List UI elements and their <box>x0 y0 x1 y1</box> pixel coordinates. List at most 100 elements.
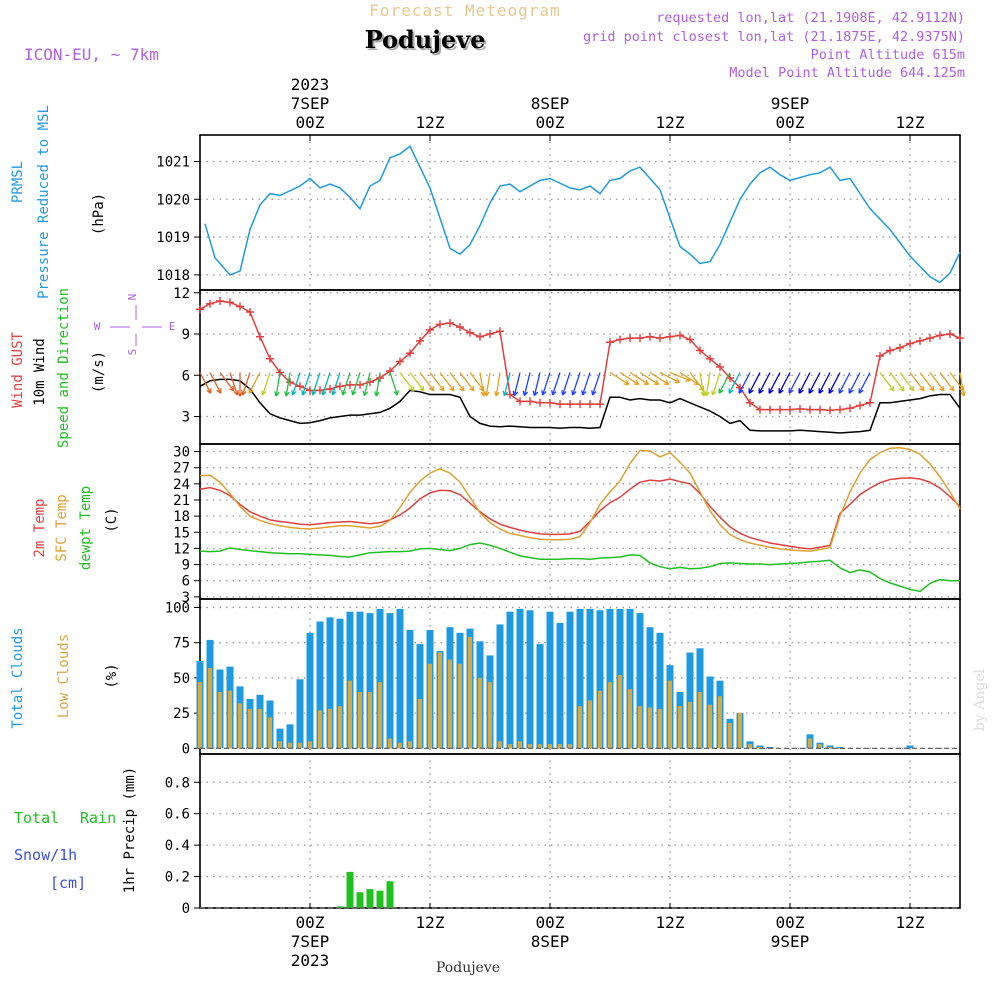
wind-direction-arrow <box>341 372 351 396</box>
gust-point <box>266 354 274 363</box>
wind-direction-arrow <box>808 372 821 394</box>
total_clouds-bar <box>306 632 314 749</box>
grid-point-coords: grid point closest lon,lat (21.1875E, 42… <box>583 29 965 45</box>
gust-point <box>546 398 554 407</box>
gust-point <box>646 332 654 341</box>
total_clouds-bar <box>656 632 664 749</box>
wind-direction-arrow <box>571 372 581 396</box>
plot-layer: 1018101910201021369123691215182124273002… <box>156 134 966 917</box>
total_clouds-bar <box>296 679 304 749</box>
clouds-panel: 0 25 50 75 100 <box>165 598 961 757</box>
gust-point <box>766 405 774 414</box>
low_clouds-bar <box>508 744 512 749</box>
low_clouds-bar <box>488 682 492 749</box>
gust-point <box>236 302 244 311</box>
low_clouds-bar <box>398 742 402 749</box>
precip-bar <box>336 906 344 908</box>
low_clouds-bar <box>818 744 822 749</box>
gust-point <box>896 343 904 352</box>
precip-ytick-label: 0.8 <box>165 775 190 791</box>
total_clouds-bar <box>496 624 504 749</box>
temperature-ytick-label: 6 <box>182 574 190 590</box>
total_clouds-bar <box>506 611 514 749</box>
location-title-shadow: Podujeve <box>367 27 488 56</box>
low_clouds-bar <box>258 708 262 749</box>
gust-point <box>796 404 804 413</box>
time-axis-label: 2023 <box>291 75 330 94</box>
gust-point <box>396 357 404 366</box>
pressure-labels: PRMSL Pressure Reduced to MSL (hPa) <box>10 105 107 299</box>
gust-point <box>876 352 884 360</box>
gust-point <box>416 336 424 345</box>
wind-dir-label: Speed and Direction <box>56 288 72 448</box>
wind-direction-arrow <box>229 372 239 396</box>
gust-point <box>246 308 254 316</box>
gust-point <box>256 332 264 341</box>
time-axis-label: 12Z <box>656 113 685 132</box>
low_clouds-bar <box>528 744 532 749</box>
time-axis-label: 8SEP <box>531 94 570 113</box>
gust-point <box>406 349 414 358</box>
low_clouds-bar <box>438 652 442 749</box>
dewpt-label: dewpt Temp <box>78 486 94 570</box>
gust-point <box>806 405 814 414</box>
low_clouds-bar <box>698 692 702 749</box>
pressure-ytick-label: 1020 <box>156 192 190 208</box>
wind-direction-arrow <box>738 372 751 394</box>
wind-direction-arrow <box>494 372 501 397</box>
gust-point <box>536 398 544 407</box>
low_clouds-bar <box>728 723 732 749</box>
gust-point <box>456 323 464 332</box>
wind-direction-arrow <box>311 372 321 396</box>
temp2m-line <box>199 477 961 550</box>
low_clouds-bar <box>708 704 712 749</box>
time-axis-label: 7SEP <box>291 94 330 113</box>
wind-direction-arrow <box>351 372 361 396</box>
gust-point <box>856 401 864 410</box>
gust-point <box>566 400 574 409</box>
gust-point <box>836 405 844 414</box>
wind-direction-arrow <box>261 372 271 396</box>
gust-point <box>666 332 674 341</box>
wind-direction-arrow <box>502 372 511 397</box>
total_clouds-bar <box>646 627 654 749</box>
total_clouds-bar <box>276 728 284 749</box>
precip-bar <box>356 892 364 908</box>
gust-point <box>336 382 344 391</box>
low_clouds-bar <box>518 741 522 749</box>
clouds-ytick-label: 25 <box>173 706 190 722</box>
wind-line <box>199 378 961 434</box>
total_clouds-bar <box>756 745 764 749</box>
pressure-ytick-label: 1019 <box>156 230 190 246</box>
gust-point <box>846 404 854 413</box>
gust-point <box>686 335 694 344</box>
time-axis-label: 12Z <box>416 913 445 932</box>
low_clouds-bar <box>198 682 202 749</box>
total_clouds-bar <box>366 613 374 749</box>
compass-s: S <box>126 349 139 356</box>
gust-point <box>826 406 834 415</box>
low_clouds-bar <box>458 663 462 749</box>
total_clouds-bar <box>686 652 694 749</box>
model-label: ICON-EU, ~ 7km <box>24 45 159 64</box>
low_clouds-bar <box>638 706 642 749</box>
total-clouds-label: Total Clouds <box>10 627 26 728</box>
gust-point <box>436 320 444 329</box>
gust-point <box>516 397 524 406</box>
time-axis-label: 00Z <box>776 913 805 932</box>
gust-point <box>586 400 594 409</box>
wind-direction-arrow <box>301 372 311 396</box>
low_clouds-bar <box>478 677 482 749</box>
clouds-ytick-label: 75 <box>173 636 190 652</box>
gust-point <box>506 390 514 399</box>
time-axis-label: 12Z <box>896 113 925 132</box>
wind-direction-arrow <box>581 372 591 396</box>
wind-direction-arrow <box>541 372 551 396</box>
time-axis-label: 2023 <box>291 951 330 970</box>
wind-direction-arrow <box>798 372 811 394</box>
precip-frame <box>199 753 961 909</box>
wind-direction-arrow <box>838 372 851 394</box>
gust-point <box>486 330 494 338</box>
compass-e: E <box>169 320 176 333</box>
location-title: Podujeve <box>365 25 486 54</box>
